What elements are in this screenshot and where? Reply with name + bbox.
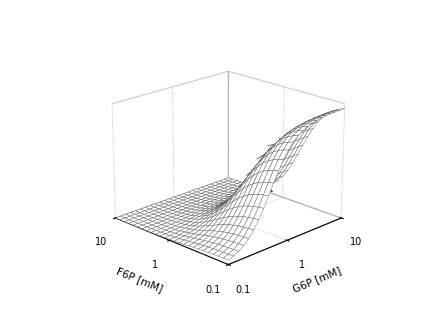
X-axis label: G6P [mM]: G6P [mM] [290, 266, 342, 295]
Y-axis label: F6P [mM]: F6P [mM] [115, 266, 164, 294]
